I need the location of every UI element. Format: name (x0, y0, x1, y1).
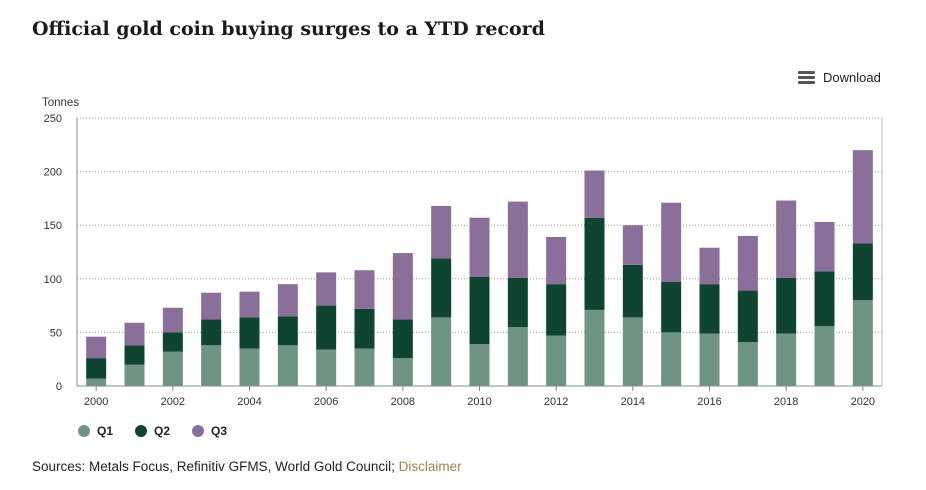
chart-title: Official gold coin buying surges to a YT… (32, 18, 545, 40)
bar-q2-2008 (392, 319, 413, 359)
bar-q1-2008 (392, 358, 413, 386)
bar-q2-2002 (162, 332, 183, 352)
bar-q1-2012 (546, 335, 567, 386)
bar-q3-2004 (239, 291, 260, 318)
bar-q3-2003 (201, 292, 222, 320)
y-tick-label: 0 (56, 381, 62, 393)
x-tick-label: 2012 (544, 396, 568, 408)
bar-q2-2015 (661, 282, 682, 333)
bar-q1-2013 (584, 309, 605, 386)
bar-q1-2007 (354, 348, 375, 386)
bar-q2-2000 (86, 358, 107, 379)
bar-q2-2003 (201, 319, 222, 346)
bar-q3-2005 (277, 284, 298, 317)
bar-q1-2010 (469, 344, 490, 386)
bar-q2-2014 (622, 264, 643, 318)
bar-q3-2017 (737, 235, 758, 291)
bar-q2-2019 (814, 271, 835, 326)
download-button[interactable]: Download (798, 70, 881, 85)
bar-q1-2017 (737, 342, 758, 386)
bar-q1-2015 (661, 332, 682, 386)
bar-q2-2005 (277, 316, 298, 346)
bar-q2-2020 (852, 243, 873, 301)
legend-swatch (135, 425, 148, 437)
bar-q3-2014 (622, 225, 643, 265)
legend-label: Q3 (211, 424, 228, 438)
bar-q3-2009 (431, 205, 452, 259)
bar-q1-2018 (776, 333, 797, 386)
bar-q3-2020 (852, 150, 873, 244)
bar-q2-2007 (354, 308, 375, 349)
bar-q1-2004 (239, 348, 260, 386)
legend-label: Q1 (97, 424, 114, 438)
x-tick-label: 2004 (237, 396, 261, 408)
bar-q1-2020 (852, 300, 873, 386)
y-tick-label: 50 (50, 327, 62, 339)
bar-q2-2009 (431, 258, 452, 318)
bar-q1-2001 (124, 364, 145, 386)
bar-q1-2002 (162, 351, 183, 386)
bar-q1-2014 (622, 317, 643, 386)
bar-q3-2007 (354, 270, 375, 309)
legend-swatch (78, 425, 90, 437)
x-tick-label: 2020 (851, 396, 875, 408)
x-tick-label: 2008 (391, 396, 415, 408)
x-tick-label: 2002 (161, 396, 185, 408)
bar-q1-2011 (507, 327, 528, 386)
bar-q1-2006 (316, 349, 337, 386)
x-tick-label: 2016 (697, 396, 721, 408)
bar-q3-2006 (316, 272, 337, 306)
y-tick-label: 200 (44, 167, 62, 179)
bar-q1-2016 (699, 333, 720, 386)
bar-q2-2017 (737, 290, 758, 343)
bar-q2-2001 (124, 345, 145, 365)
bar-q2-2013 (584, 217, 605, 310)
bar-q2-2010 (469, 276, 490, 345)
legend-item-q1[interactable]: Q1 (78, 424, 113, 438)
bar-q2-2006 (316, 305, 337, 350)
legend-label: Q2 (154, 424, 171, 438)
bar-q3-2018 (776, 200, 797, 278)
bar-q1-2009 (431, 317, 452, 386)
bar-q2-2011 (507, 277, 528, 328)
menu-icon (798, 71, 815, 84)
bar-q3-2008 (392, 253, 413, 320)
x-tick-label: 2006 (314, 396, 338, 408)
bar-q3-2016 (699, 247, 720, 285)
bar-q1-2019 (814, 325, 835, 386)
bar-q3-2010 (469, 217, 490, 277)
bar-q2-2018 (776, 277, 797, 334)
legend: Q1 Q2 Q3 (78, 424, 227, 438)
disclaimer-link[interactable]: Disclaimer (398, 459, 462, 474)
bar-q3-2001 (124, 322, 145, 346)
y-tick-label: 150 (44, 220, 62, 232)
download-label: Download (823, 70, 881, 85)
stacked-bar-chart: 0 50 100 150 200 250 Tonnes 2000 2002 2004 2006 200… (42, 97, 883, 408)
source-note: Sources: Metals Focus, Refinitiv GFMS, W… (32, 459, 462, 474)
bar-q1-2003 (201, 345, 222, 386)
y-tick-label: 100 (44, 274, 62, 286)
legend-item-q2[interactable]: Q2 (135, 424, 170, 438)
legend-item-q3[interactable]: Q3 (192, 424, 227, 438)
bar-q3-2000 (86, 336, 107, 359)
x-tick-label: 2018 (774, 396, 798, 408)
x-tick-label: 2000 (84, 396, 108, 408)
bar-q1-2005 (277, 345, 298, 386)
bar-q3-2015 (661, 202, 682, 283)
x-tick-label: 2010 (467, 396, 491, 408)
x-tick-label: 2014 (621, 396, 645, 408)
legend-swatch (192, 425, 205, 437)
source-text: Sources: Metals Focus, Refinitiv GFMS, W… (32, 459, 399, 474)
y-tick-label: 250 (44, 113, 62, 125)
y-axis-title: Tonnes (42, 97, 79, 109)
bar-q3-2011 (507, 201, 528, 278)
bar-q3-2013 (584, 170, 605, 218)
bar-q3-2019 (814, 221, 835, 272)
bar-q2-2016 (699, 284, 720, 334)
bar-q1-2000 (86, 378, 107, 386)
bar-q2-2004 (239, 317, 260, 349)
bar-q3-2012 (546, 236, 567, 285)
bar-q3-2002 (162, 307, 183, 333)
bar-q2-2012 (546, 284, 567, 336)
